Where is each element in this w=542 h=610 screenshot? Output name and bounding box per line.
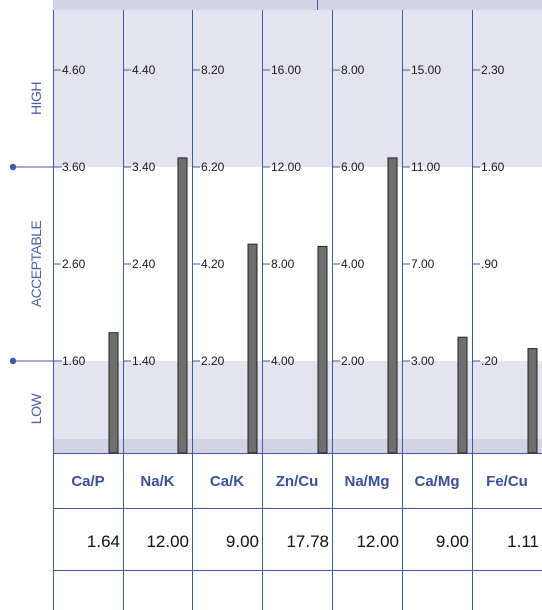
ratio-name: Ca/Mg <box>415 473 460 490</box>
tick-label: 12.00 <box>271 160 301 174</box>
tick-label: 8.00 <box>271 257 295 271</box>
ratio-value: 1.64 <box>87 532 120 551</box>
tick-labels: 4.60 3.60 2.60 1.60 4.40 3.40 2.40 1.40 8.20 6.20… <box>53 63 505 368</box>
boundary-marker-dot <box>9 357 17 365</box>
ratio-name: Fe/Cu <box>486 473 528 490</box>
acceptable-zone-band <box>53 167 542 361</box>
tick-label: 4.60 <box>62 63 86 77</box>
bar-ca-mg <box>457 336 468 454</box>
tick-label: 11.00 <box>411 160 440 174</box>
tick-label: .90 <box>481 257 498 271</box>
boundary-marker-dot <box>9 163 17 171</box>
high-zone-edge <box>53 0 542 10</box>
bars <box>108 157 538 454</box>
tick-label: 3.40 <box>132 160 156 174</box>
zone-bands <box>53 0 542 453</box>
tick-label: 3.00 <box>411 354 435 368</box>
tick-label: 2.40 <box>132 257 156 271</box>
ratio-table: Ca/P 1.64 Na/K 12.00 Ca/K 9.00 Zn/Cu 17.78 Na/Mg… <box>71 473 539 551</box>
ratio-value: 9.00 <box>226 532 259 551</box>
ratio-name: Na/Mg <box>345 473 390 490</box>
ratio-name: Zn/Cu <box>276 473 319 490</box>
tick-label: 8.20 <box>201 63 225 77</box>
ratio-value: 17.78 <box>286 532 329 551</box>
tick-label: 15.00 <box>411 63 441 77</box>
zone-label-acceptable: ACCEPTABLE <box>28 221 44 308</box>
zone-label-low: LOW <box>28 393 44 425</box>
bar-na-mg <box>387 157 398 454</box>
tick-label: 4.40 <box>132 63 156 77</box>
tick-label: 1.60 <box>481 160 505 174</box>
tick-label: 2.60 <box>62 257 86 271</box>
ratio-value: 12.00 <box>356 532 399 551</box>
bar-na-k <box>177 157 188 454</box>
zone-labels: HIGH ACCEPTABLE LOW <box>28 82 44 424</box>
high-zone-band <box>53 0 542 167</box>
ratio-value: 12.00 <box>146 532 189 551</box>
ratio-name: Ca/K <box>210 473 244 490</box>
tick-label: .20 <box>481 354 498 368</box>
tick-label: 4.20 <box>201 257 225 271</box>
bar-fe-cu <box>527 348 538 454</box>
bar-zn-cu <box>317 245 328 454</box>
tick-label: 8.00 <box>341 63 365 77</box>
tick-label: 6.20 <box>201 160 225 174</box>
tick-label: 16.00 <box>271 63 301 77</box>
bar-ca-k <box>247 243 258 454</box>
tick-label: 4.00 <box>341 257 365 271</box>
tick-label: 2.00 <box>341 354 365 368</box>
tick-label: 1.60 <box>62 354 86 368</box>
bar-ca-p <box>108 332 119 454</box>
ratio-value: 9.00 <box>436 532 469 551</box>
tick-label: 3.60 <box>62 160 86 174</box>
ratio-name: Ca/P <box>71 473 104 490</box>
tick-label: 2.30 <box>481 63 505 77</box>
low-zone-edge <box>53 439 542 453</box>
tick-label: 6.00 <box>341 160 365 174</box>
ratio-value: 1.11 <box>507 532 539 551</box>
ratio-name: Na/K <box>140 473 174 490</box>
tick-label: 1.40 <box>132 354 156 368</box>
tick-label: 7.00 <box>411 257 435 271</box>
tick-label: 2.20 <box>201 354 225 368</box>
tick-label: 4.00 <box>271 354 295 368</box>
zone-label-high: HIGH <box>28 82 44 115</box>
